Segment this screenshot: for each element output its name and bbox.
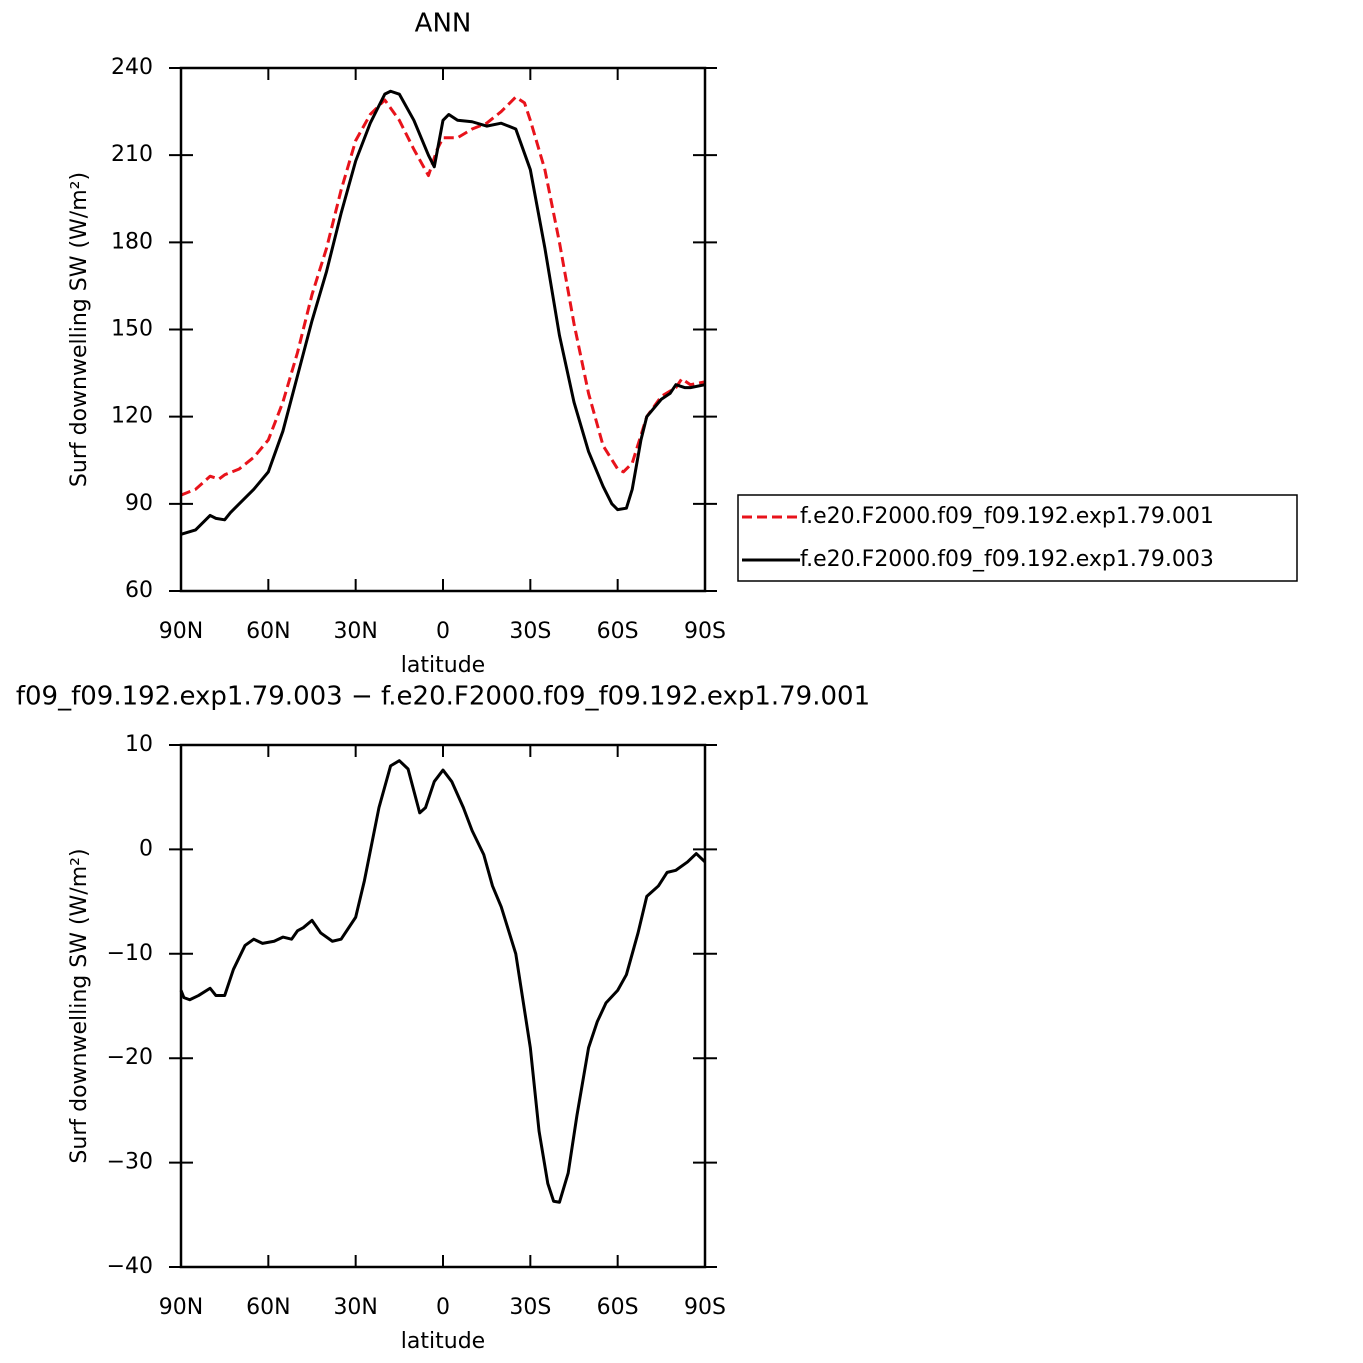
- x-tick-label: 30S: [509, 1295, 551, 1320]
- x-tick-label: 60S: [597, 1295, 639, 1320]
- x-tick-label: 90N: [159, 619, 203, 644]
- x-axis-label: latitude: [401, 1329, 485, 1354]
- legend-label: f.e20.F2000.f09_f09.192.exp1.79.001: [800, 504, 1214, 529]
- y-axis-label: Surf downwelling SW (W/m²): [67, 172, 92, 487]
- y-tick-label: 210: [111, 142, 153, 167]
- x-tick-label: 0: [436, 1295, 450, 1320]
- plot-frame: [179, 743, 707, 1269]
- x-tick-label: 90S: [684, 1295, 726, 1320]
- y-axis-label: Surf downwelling SW (W/m²): [67, 848, 92, 1163]
- y-tick-label: −40: [107, 1254, 153, 1279]
- chart-title: ANN: [415, 9, 472, 39]
- y-tick-label: 180: [111, 229, 153, 254]
- x-axis-label: latitude: [401, 653, 485, 678]
- y-tick-label: 150: [111, 317, 153, 342]
- y-tick-label: 120: [111, 404, 153, 429]
- y-tick-label: 10: [125, 732, 153, 757]
- data-line: [179, 759, 707, 1204]
- chart-title: f09_f09.192.exp1.79.003 − f.e20.F2000.f0…: [16, 682, 870, 712]
- x-tick-label: 90N: [159, 1295, 203, 1320]
- y-tick-label: 0: [139, 836, 153, 861]
- x-tick-label: 90S: [684, 619, 726, 644]
- y-tick-label: −30: [107, 1150, 153, 1175]
- x-tick-label: 60N: [246, 1295, 290, 1320]
- y-tick-label: −10: [107, 941, 153, 966]
- data-line: [180, 89, 706, 536]
- plot-frame: [179, 66, 707, 593]
- y-tick-label: 90: [125, 491, 153, 516]
- x-tick-label: 0: [436, 619, 450, 644]
- data-line: [180, 95, 706, 497]
- legend-label: f.e20.F2000.f09_f09.192.exp1.79.003: [800, 547, 1214, 572]
- x-tick-label: 30S: [509, 619, 551, 644]
- y-tick-label: 240: [111, 55, 153, 80]
- legend-box: [737, 494, 1298, 582]
- x-tick-label: 30N: [333, 619, 377, 644]
- y-tick-label: −20: [107, 1045, 153, 1070]
- x-tick-label: 60S: [597, 619, 639, 644]
- x-tick-label: 30N: [333, 1295, 377, 1320]
- y-tick-label: 60: [125, 578, 153, 603]
- x-tick-label: 60N: [246, 619, 290, 644]
